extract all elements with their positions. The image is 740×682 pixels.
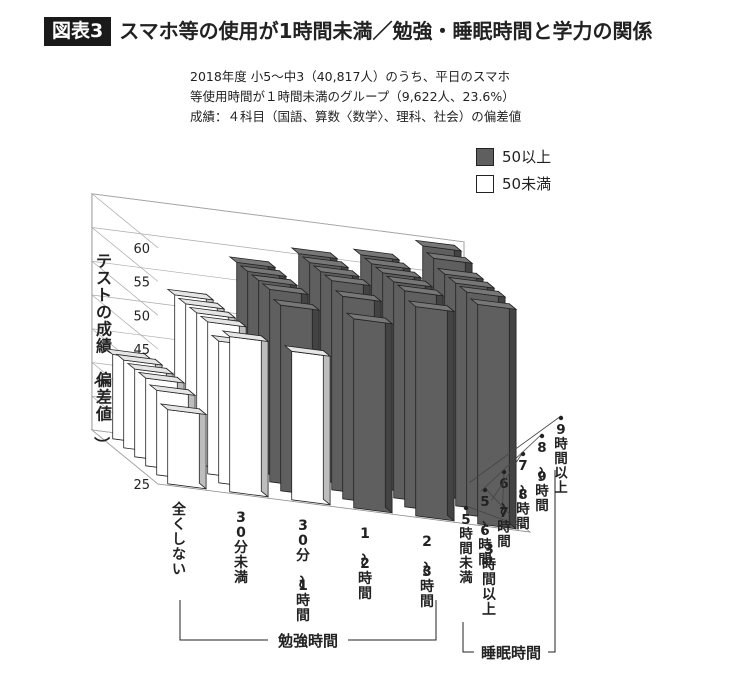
bar [221, 330, 270, 498]
z-leader-line [491, 451, 524, 501]
z-leader-line [502, 469, 505, 510]
z-leader-dot [539, 433, 545, 439]
z-tick-label: 8 ～9 時間 [531, 440, 549, 514]
bar-top [148, 384, 197, 396]
bar-top [188, 306, 237, 319]
y-tick-label: 25 [133, 478, 150, 493]
bar-top [334, 290, 383, 302]
x-tick-label: 3 0 分～1 時間 [292, 518, 310, 624]
bar-top [228, 256, 277, 268]
bar-top [290, 247, 339, 260]
z-tick-label: 5 時間未満 [459, 512, 473, 586]
bar-top [436, 267, 485, 280]
bar-side [384, 317, 393, 514]
y-tick-label: 60 [133, 242, 150, 257]
bar-top [159, 403, 208, 416]
figure-header: 図表3 スマホ等の使用が1時間未満／勉強・睡眠時間と学力の関係 [44, 16, 653, 46]
bar-top [352, 248, 401, 261]
bar-top [312, 265, 361, 278]
z-axis-label-bg [474, 642, 548, 662]
legend-label-high: 50以上 [502, 148, 552, 166]
x-tick-label: 3 時間以上 [482, 542, 496, 618]
bar-top [425, 252, 474, 264]
z-leader-dot [482, 487, 488, 493]
gridline [90, 193, 465, 249]
z-leader-line [465, 505, 525, 528]
bar-top [385, 275, 434, 288]
bar-top [363, 257, 412, 270]
z-axis-label: 睡眠時間 [481, 644, 541, 662]
bar-side [446, 305, 455, 522]
bar-top [414, 239, 463, 252]
note-line-2: 等使用時間が１時間未満のグループ（9,622人、23.6%） [190, 89, 515, 104]
z-leader-dot [558, 415, 564, 421]
bar-top [177, 297, 226, 310]
z-leader-dot [520, 451, 526, 457]
x-axis-label: 勉強時間 [277, 632, 338, 650]
x-tick-label: 全くしない [171, 501, 187, 578]
y-tick-label: 55 [133, 276, 150, 291]
legend-item-low: 50未満 [476, 173, 551, 194]
bar-top [469, 298, 518, 310]
legend-swatch-high [476, 147, 494, 166]
note-line-1: 2018年度 小5～中3（40,817人）のうち、平日のスマホ [190, 69, 511, 84]
x-tick-label: 1 ～2 時間 [354, 526, 372, 602]
z-leader-line [469, 415, 562, 483]
z-tick-label: 9 時間以上 [554, 422, 568, 496]
bar [159, 403, 208, 490]
y-tick-label: 50 [133, 309, 150, 324]
legend-item-high: 50以上 [476, 146, 551, 167]
bar-top [239, 265, 288, 277]
bar [345, 312, 394, 514]
x-axis-label-bg [268, 630, 348, 650]
z-tick-label: 5 ～6 時間 [474, 494, 492, 568]
legend-swatch-low [476, 174, 494, 193]
bar-top [447, 276, 496, 289]
bar-top [345, 312, 394, 325]
legend-label-low: 50未満 [502, 175, 552, 193]
bar-top [137, 371, 186, 384]
bar [407, 300, 456, 522]
note-line-3: 成績：４科目（国語、算数〈数学〉、理科、社会）の偏差値 [190, 109, 522, 124]
bar-top [250, 274, 299, 286]
bar-top [323, 274, 372, 287]
z-leader-dot [463, 505, 469, 511]
bar-top [396, 284, 445, 297]
x-tick-label: 3 0 分未満 [234, 510, 249, 586]
bar-top [166, 288, 215, 301]
figure-title: スマホ等の使用が1時間未満／勉強・睡眠時間と学力の関係 [119, 18, 653, 43]
figure-label: 図表3 [44, 16, 112, 46]
gridline [90, 226, 465, 282]
bar [469, 298, 518, 530]
z-tick-label: 7 ～8 時間 [512, 458, 530, 532]
bar-side [260, 335, 269, 498]
x-tick-label: 2 ～3 時間 [416, 534, 434, 610]
bar-top [199, 315, 248, 328]
bar-top [261, 283, 310, 295]
bar-top [458, 285, 507, 298]
bar-top [407, 300, 456, 313]
z-leader-line [484, 487, 514, 519]
bar-top [374, 266, 423, 279]
bar-top [115, 353, 164, 366]
bar-top [221, 330, 270, 343]
bar-top [126, 362, 175, 375]
bar-top [272, 299, 321, 311]
bar-top [283, 345, 332, 357]
bars [104, 239, 518, 530]
bar-side [322, 349, 331, 506]
bar [283, 345, 332, 506]
bar-top [301, 256, 350, 269]
z-tick-label: 6 ～7 時間 [493, 476, 511, 550]
bar-side [198, 408, 207, 490]
z-leader-line [480, 433, 543, 492]
